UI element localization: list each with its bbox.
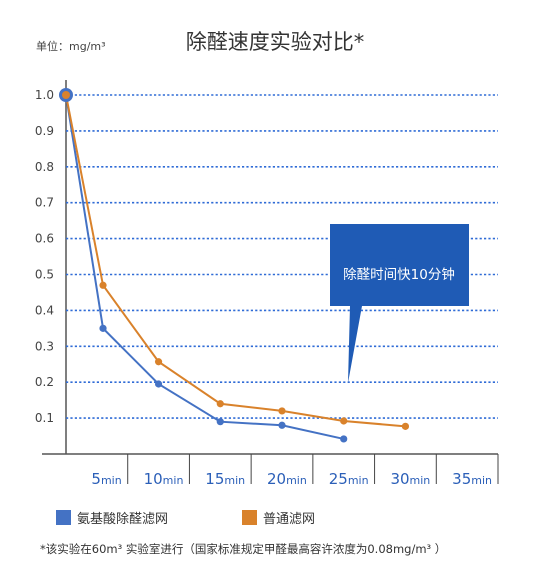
- chart-title: 除醛速度实验对比*: [185, 30, 365, 54]
- start-point-inner: [62, 91, 70, 99]
- y-tick-label: 0.9: [35, 124, 54, 138]
- data-point-0: [340, 435, 348, 443]
- y-tick-label: 0.2: [35, 375, 54, 389]
- legend-label-amino: 氨基酸除醛滤网: [77, 512, 169, 527]
- legend-swatch-normal: [242, 510, 257, 525]
- x-tick-label: 30min: [390, 470, 430, 488]
- y-tick-label: 0.5: [35, 268, 54, 282]
- legend-swatch-amino: [56, 510, 71, 525]
- y-tick-label: 0.1: [35, 411, 54, 425]
- annotation-box: [330, 224, 469, 383]
- y-tick-label: 0.8: [35, 160, 54, 174]
- data-point-1: [340, 417, 348, 425]
- x-tick-label: 20min: [267, 470, 307, 488]
- y-tick-label: 0.3: [35, 339, 54, 353]
- data-point-1: [278, 407, 286, 415]
- footnote: *该实验在60m³ 实验室进行（国家标准规定甲醛最高容许浓度为0.08mg/m³…: [40, 542, 447, 556]
- unit-label: 单位：mg/m³: [36, 40, 106, 53]
- y-tick-label: 0.4: [35, 303, 54, 317]
- x-tick-label: 5min: [91, 470, 121, 488]
- data-point-1: [154, 358, 163, 366]
- data-point-1: [401, 422, 410, 430]
- data-point-1: [99, 281, 107, 289]
- y-tick-label: 1.0: [35, 88, 54, 102]
- y-tick-label: 0.7: [35, 196, 54, 210]
- annotation-text: 除醛时间快10分钟: [343, 267, 455, 283]
- data-point-1: [216, 400, 224, 408]
- legend-item-amino: 氨基酸除醛滤网: [56, 508, 168, 527]
- x-tick-label: 35min: [452, 470, 492, 488]
- x-tick-label: 25min: [329, 470, 369, 488]
- data-point-0: [278, 421, 286, 429]
- legend-label-normal: 普通滤网: [263, 512, 316, 527]
- legend-item-normal: 普通滤网: [242, 508, 315, 527]
- data-point-0: [216, 418, 224, 426]
- y-tick-label: 0.6: [35, 232, 54, 246]
- data-point-0: [99, 324, 107, 332]
- data-point-0: [154, 380, 163, 388]
- x-tick-label: 15min: [205, 470, 245, 488]
- series-line-0: [65, 94, 344, 440]
- x-tick-label: 10min: [144, 470, 184, 488]
